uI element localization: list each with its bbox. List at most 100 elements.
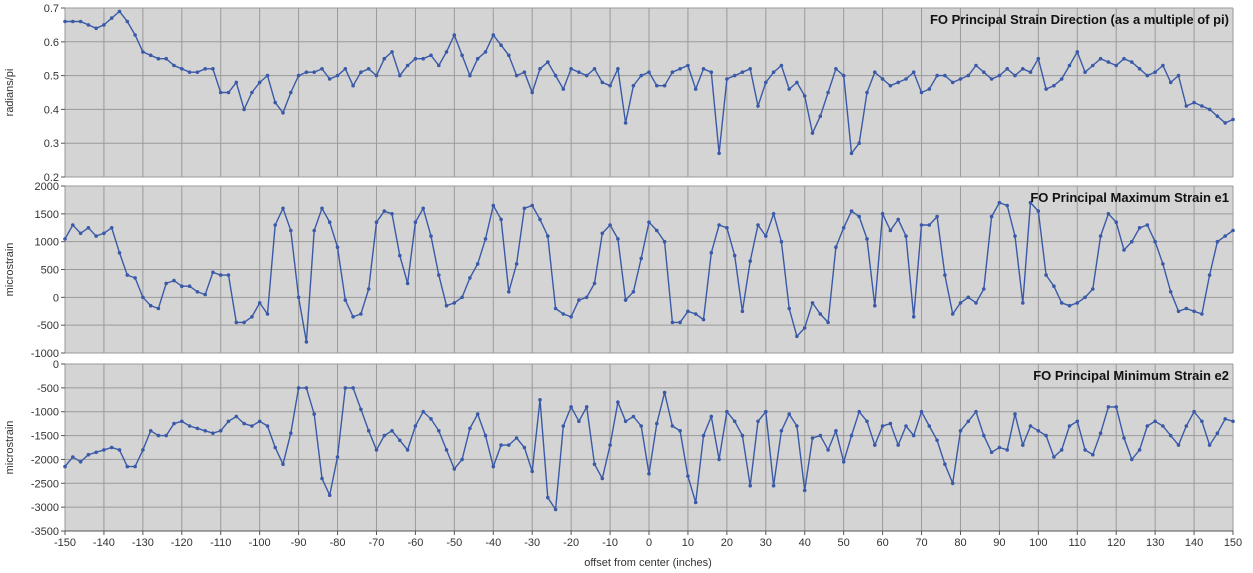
data-point xyxy=(327,220,332,224)
data-point xyxy=(989,450,994,455)
data-point xyxy=(904,234,908,238)
y-tick-label: -500 xyxy=(37,320,59,332)
data-point xyxy=(717,223,721,227)
data-point xyxy=(935,438,939,443)
y-axis-label: microstrain xyxy=(4,421,16,475)
data-point xyxy=(779,239,784,244)
data-point xyxy=(841,460,846,464)
data-point xyxy=(553,73,558,78)
data-point xyxy=(958,429,963,433)
data-point xyxy=(530,90,534,95)
data-point xyxy=(740,433,745,438)
data-point xyxy=(1091,452,1095,457)
data-point xyxy=(616,400,620,405)
data-point xyxy=(242,421,246,426)
data-point xyxy=(950,481,955,486)
data-point xyxy=(452,33,457,37)
data-point xyxy=(873,303,877,308)
data-point xyxy=(880,212,885,216)
data-point xyxy=(756,223,760,227)
data-point xyxy=(662,390,667,395)
data-point xyxy=(771,70,776,74)
data-point xyxy=(865,90,869,95)
data-point xyxy=(351,83,355,88)
data-point xyxy=(748,259,752,263)
data-point xyxy=(1137,448,1142,452)
data-point xyxy=(764,234,768,238)
data-point xyxy=(943,462,947,467)
data-point xyxy=(226,273,231,277)
data-point xyxy=(989,77,994,81)
x-tick-label: 90 xyxy=(993,537,1005,549)
x-tick-label: 30 xyxy=(760,537,772,549)
data-point xyxy=(475,412,480,416)
x-tick-label: 10 xyxy=(682,537,694,549)
data-point xyxy=(468,276,472,280)
data-point xyxy=(732,419,737,424)
x-tick-label: -130 xyxy=(132,537,154,549)
data-point xyxy=(483,50,488,54)
x-tick-label: -150 xyxy=(54,537,76,549)
data-point xyxy=(849,209,854,213)
data-point xyxy=(553,306,558,311)
x-tick-label: 50 xyxy=(838,537,850,549)
data-point xyxy=(366,67,371,71)
data-point xyxy=(335,245,340,249)
data-point xyxy=(709,251,714,255)
data-point xyxy=(608,443,612,447)
data-point xyxy=(631,414,636,419)
data-point xyxy=(491,464,496,469)
data-point xyxy=(78,19,83,24)
data-point xyxy=(374,220,379,224)
data-point xyxy=(1122,248,1126,252)
data-point xyxy=(211,431,215,436)
data-point xyxy=(94,234,98,238)
data-point xyxy=(429,417,433,421)
data-point xyxy=(740,70,745,74)
x-tick-label: -60 xyxy=(407,537,423,549)
data-point xyxy=(834,245,838,249)
data-point xyxy=(919,90,924,95)
data-point xyxy=(1075,301,1080,305)
data-point xyxy=(966,295,971,300)
data-point xyxy=(475,262,480,266)
data-point xyxy=(125,464,130,469)
data-point xyxy=(1231,117,1235,122)
y-tick-label: 0 xyxy=(53,292,59,304)
data-point xyxy=(507,290,511,294)
x-tick-label: -40 xyxy=(485,537,501,549)
x-tick-label: -70 xyxy=(369,537,385,549)
data-point xyxy=(1168,433,1173,438)
data-point xyxy=(1192,100,1196,105)
data-point xyxy=(1192,309,1196,314)
data-point xyxy=(670,320,675,325)
data-point xyxy=(195,426,200,431)
data-point xyxy=(1130,60,1134,64)
data-point xyxy=(1215,114,1220,118)
data-point xyxy=(250,315,254,319)
data-point xyxy=(460,295,464,300)
data-point xyxy=(1098,56,1103,61)
data-point xyxy=(265,312,270,316)
data-point xyxy=(71,223,75,227)
data-point xyxy=(444,448,449,452)
data-point xyxy=(273,100,278,105)
data-point xyxy=(678,429,682,433)
data-point xyxy=(187,284,192,289)
data-point xyxy=(1075,419,1080,424)
data-point xyxy=(795,334,799,339)
data-point xyxy=(507,53,511,58)
y-tick-label: 0.2 xyxy=(44,172,59,184)
data-point xyxy=(756,104,760,108)
data-point xyxy=(234,320,239,325)
data-point xyxy=(639,424,643,428)
x-tick-label: -90 xyxy=(291,537,307,549)
data-point xyxy=(826,448,830,452)
data-point xyxy=(1223,417,1227,421)
data-point xyxy=(577,298,581,302)
data-point xyxy=(141,448,145,452)
data-point xyxy=(429,53,433,58)
data-point xyxy=(289,431,293,436)
data-point xyxy=(802,326,807,330)
